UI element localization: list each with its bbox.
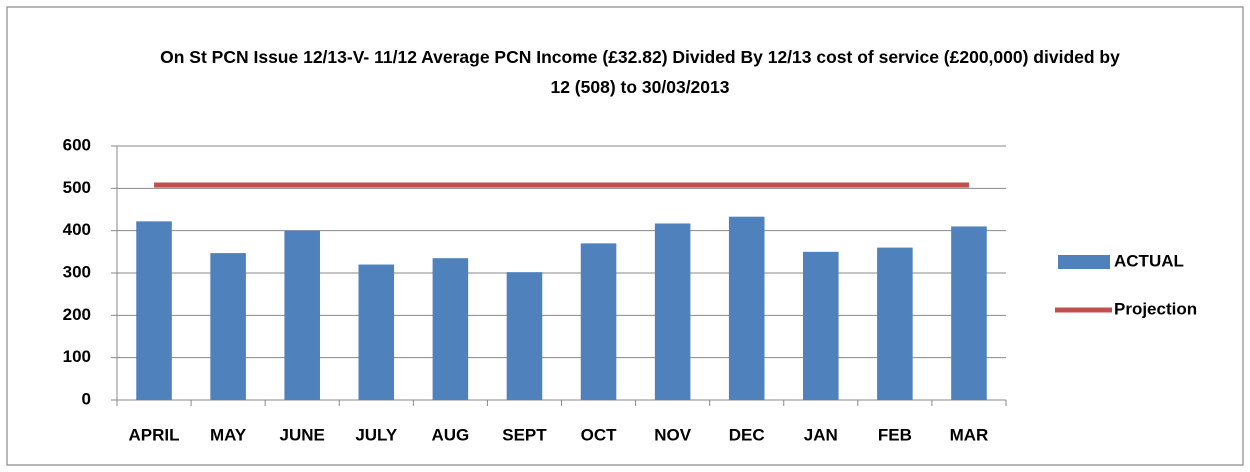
bar: [877, 247, 913, 400]
legend-label: ACTUAL: [1114, 251, 1184, 270]
x-tick-label: SEPT: [502, 425, 547, 444]
x-tick-label: MAR: [950, 425, 989, 444]
chart-title: On St PCN Issue 12/13-V- 11/12 Average P…: [160, 47, 1120, 97]
x-tick-label: OCT: [581, 425, 618, 444]
x-tick-label: DEC: [729, 425, 765, 444]
x-tick-label: MAY: [210, 425, 247, 444]
x-tick-label: APRIL: [129, 425, 180, 444]
y-tick-label: 300: [63, 262, 91, 281]
y-tick-label: 500: [63, 178, 91, 197]
x-tick-label: JUNE: [280, 425, 325, 444]
bar: [358, 264, 395, 400]
bar: [580, 243, 617, 400]
y-tick-label: 600: [63, 135, 91, 154]
y-tick-label: 400: [63, 220, 91, 239]
x-tick-label: FEB: [878, 425, 912, 444]
bar: [432, 258, 469, 400]
bar: [803, 251, 839, 400]
x-tick-label: JAN: [804, 425, 838, 444]
bar: [284, 230, 320, 400]
y-tick-label: 0: [82, 389, 91, 408]
x-tick-label: AUG: [431, 425, 469, 444]
y-tick-label: 100: [63, 347, 91, 366]
legend-swatch: [1058, 255, 1110, 269]
x-tick-label: JULY: [355, 425, 398, 444]
legend-label: Projection: [1114, 299, 1197, 318]
y-tick-label: 200: [63, 305, 91, 324]
x-tick-label: NOV: [654, 425, 692, 444]
bar: [210, 253, 246, 400]
bar: [654, 223, 691, 400]
bar: [136, 221, 172, 400]
bar: [728, 216, 765, 400]
bar: [951, 226, 987, 400]
bar: [506, 272, 543, 400]
